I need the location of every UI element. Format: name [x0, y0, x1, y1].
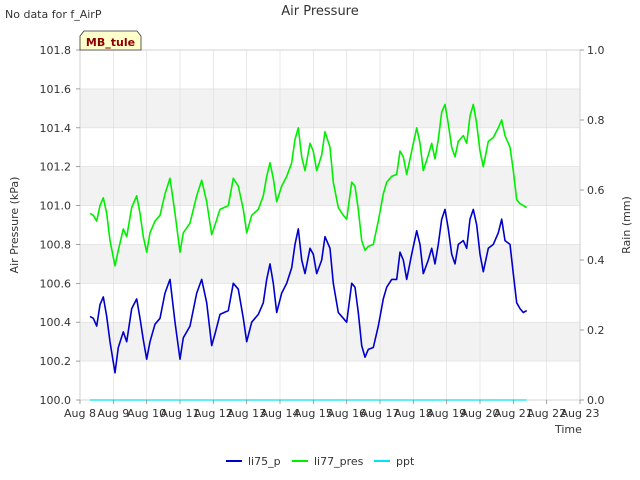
y-tick-label: 100.6 [40, 277, 72, 290]
y2-tick-label: 0.8 [587, 114, 605, 127]
x-tick-label: Aug 11 [161, 407, 200, 420]
y-tick-label: 100.4 [40, 316, 72, 329]
y-tick-label: 100.0 [40, 394, 72, 407]
x-axis-label: Time [554, 423, 582, 436]
background-band [80, 166, 580, 206]
y2-tick-label: 0.0 [587, 394, 605, 407]
background-bands [80, 88, 580, 362]
x-tick-label: Aug 18 [394, 407, 433, 420]
series-line-li77-pres [89, 103, 528, 267]
background-band [80, 88, 580, 128]
x-tick-label: Aug 8 [64, 407, 96, 420]
legend-item-li75-p[interactable]: li75_p [226, 455, 281, 468]
x-tick-label: Aug 21 [494, 407, 533, 420]
y-tick-label: 101.2 [40, 161, 72, 174]
series-lines [89, 103, 528, 401]
no-data-note: No data for f_AirP [5, 8, 102, 21]
x-tick-label: Aug 14 [261, 407, 300, 420]
y2-axis-label: Rain (mm) [620, 196, 633, 254]
y2-tick-label: 0.2 [587, 324, 605, 337]
y-axis-label: Air Pressure (kPa) [8, 177, 21, 274]
x-tick-label: Aug 23 [561, 407, 600, 420]
y2-tick-label: 1.0 [587, 44, 605, 57]
background-band [80, 322, 580, 362]
series-line-li75-p [89, 208, 528, 374]
legend-label-li77-pres: li77_pres [314, 455, 364, 468]
y2-tick-label: 0.6 [587, 184, 605, 197]
chart-title: Air Pressure [281, 4, 359, 19]
legend-item-ppt[interactable]: ppt [374, 455, 415, 468]
legend-item-li77-pres[interactable]: li77_pres [292, 455, 364, 468]
y-tick-label: 100.2 [40, 355, 72, 368]
site-badge-box [79, 30, 142, 51]
y-tick-label: 101.6 [40, 83, 72, 96]
x-tick-label: Aug 9 [97, 407, 129, 420]
site-badge: MB_tule [79, 30, 142, 51]
x-tick-label: Aug 19 [427, 407, 466, 420]
y2-axis-ticks: 0.0 0.2 0.4 0.6 0.8 1.0 [580, 44, 605, 407]
x-tick-label: Aug 13 [227, 407, 266, 420]
y-axis-ticks: 100.0 100.2 100.4 100.6 100.8 101.0 101.2 101.4… [40, 44, 80, 407]
y-tick-label: 100.8 [40, 238, 72, 251]
x-tick-label: Aug 22 [527, 407, 566, 420]
legend-label-ppt: ppt [396, 455, 415, 468]
x-tick-label: Aug 12 [194, 407, 233, 420]
y-tick-label: 101.4 [40, 122, 72, 135]
y-tick-label: 101.8 [40, 44, 72, 57]
x-tick-label: Aug 20 [461, 407, 500, 420]
legend: li75_p li77_pres ppt [226, 455, 415, 468]
x-tick-label: Aug 17 [361, 407, 400, 420]
x-tick-label: Aug 16 [327, 407, 366, 420]
y2-tick-label: 0.4 [587, 254, 605, 267]
y-tick-label: 101.0 [40, 200, 72, 213]
x-tick-label: Aug 10 [127, 407, 166, 420]
site-badge-label: MB_tule [86, 36, 135, 49]
x-tick-label: Aug 15 [294, 407, 333, 420]
legend-label-li75-p: li75_p [248, 455, 281, 468]
